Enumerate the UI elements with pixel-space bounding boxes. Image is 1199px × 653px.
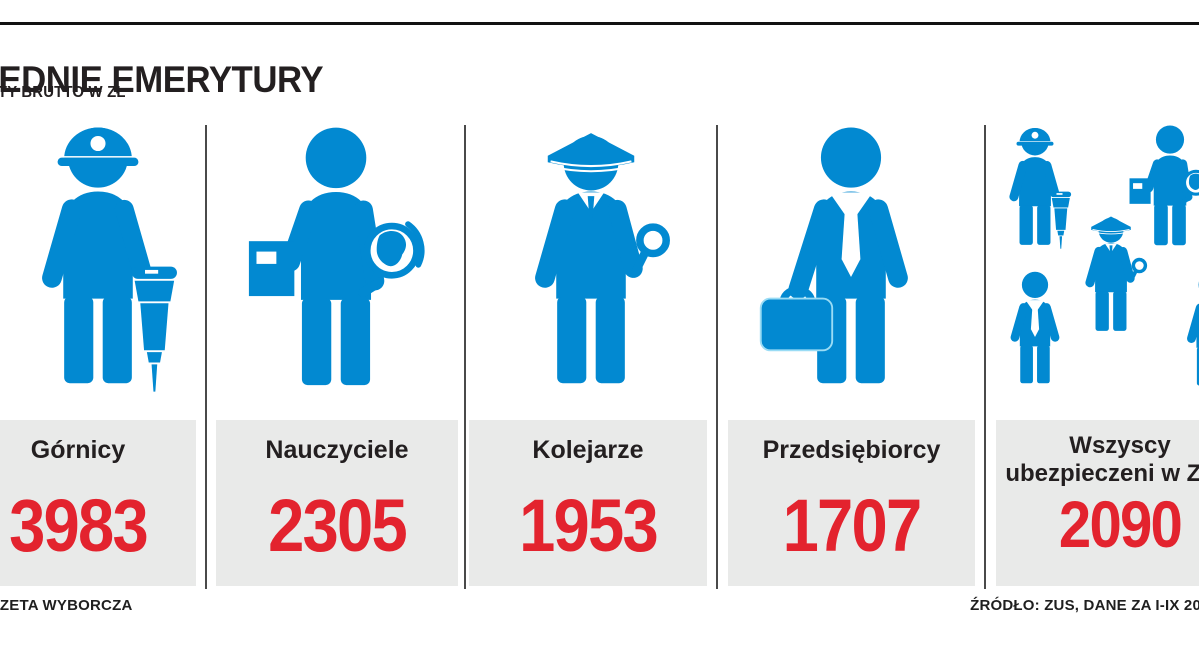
- pension-value: 3983: [9, 483, 149, 567]
- source-text: ŹRÓDŁO: ZUS, DANE ZA I-IX 20: [970, 597, 1199, 614]
- category-card-miners: Górnicy 3983: [0, 420, 196, 586]
- pension-value: 2090: [1058, 487, 1183, 562]
- category-card-entrepreneurs: Przedsiębiorcy 1707: [728, 420, 975, 586]
- top-rule: [0, 22, 1199, 25]
- pension-value: 1707: [782, 483, 923, 567]
- category-label: Przedsiębiorcy: [762, 436, 941, 464]
- pension-value: 1953: [519, 483, 659, 567]
- column-divider: [716, 125, 718, 589]
- entrepreneur-pictogram-icon: [757, 120, 945, 402]
- credit-text: GAZETA WYBORCZA: [0, 597, 133, 614]
- miner-pictogram-icon: [4, 120, 192, 402]
- category-label: Górnicy: [30, 436, 126, 464]
- pension-value: 2305: [268, 483, 408, 567]
- page-subtitle: KWOTY BRUTTO W ZŁ: [0, 84, 126, 101]
- category-card-railwaymen: Kolejarze 1953: [469, 420, 707, 586]
- column-divider: [464, 125, 466, 589]
- teacher-pictogram-icon: [238, 120, 434, 404]
- category-label: Nauczyciele: [265, 436, 409, 464]
- railwayman-pictogram-icon: [497, 120, 685, 402]
- column-divider: [205, 125, 207, 589]
- insured-group-pictogram-icon: [988, 118, 1199, 410]
- category-label: Kolejarze: [532, 436, 644, 464]
- page-title: ŚREDNIE EMERYTURY: [0, 58, 324, 100]
- category-label-line2: ubezpieczeni w ZUS: [1005, 459, 1199, 487]
- category-card-teachers: Nauczyciele 2305: [216, 420, 458, 586]
- category-label: Wszyscy ubezpieczeni w ZUS: [996, 432, 1199, 487]
- category-card-all-insured: Wszyscy ubezpieczeni w ZUS 2090: [996, 420, 1199, 586]
- category-label-line1: Wszyscy: [1069, 432, 1171, 459]
- column-divider: [984, 125, 986, 589]
